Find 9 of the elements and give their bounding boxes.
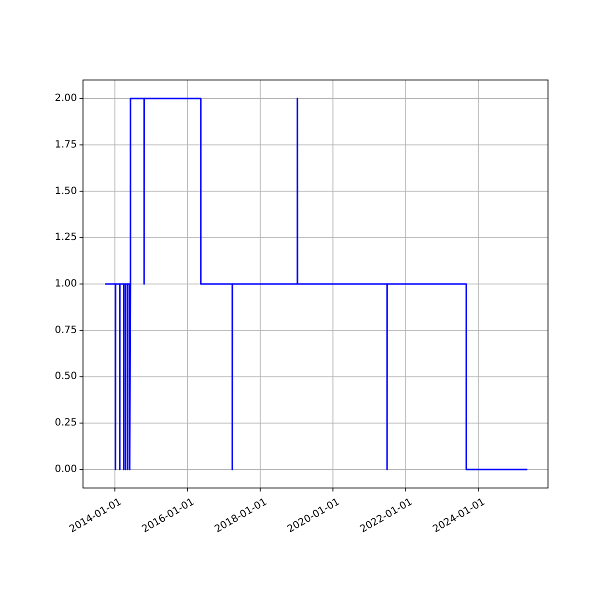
y-tick-label: 1.00 [54, 278, 77, 290]
y-tick-label: 0.00 [54, 464, 77, 475]
y-tick-label: 1.25 [54, 232, 77, 244]
y-tick-label: 0.25 [54, 418, 77, 429]
y-tick-label: 0.75 [54, 324, 77, 336]
y-tick-label: 2.00 [54, 93, 77, 104]
y-tick-label: 0.50 [54, 371, 77, 382]
y-tick-label: 1.50 [54, 186, 77, 197]
y-tick-label: 1.75 [54, 139, 77, 150]
